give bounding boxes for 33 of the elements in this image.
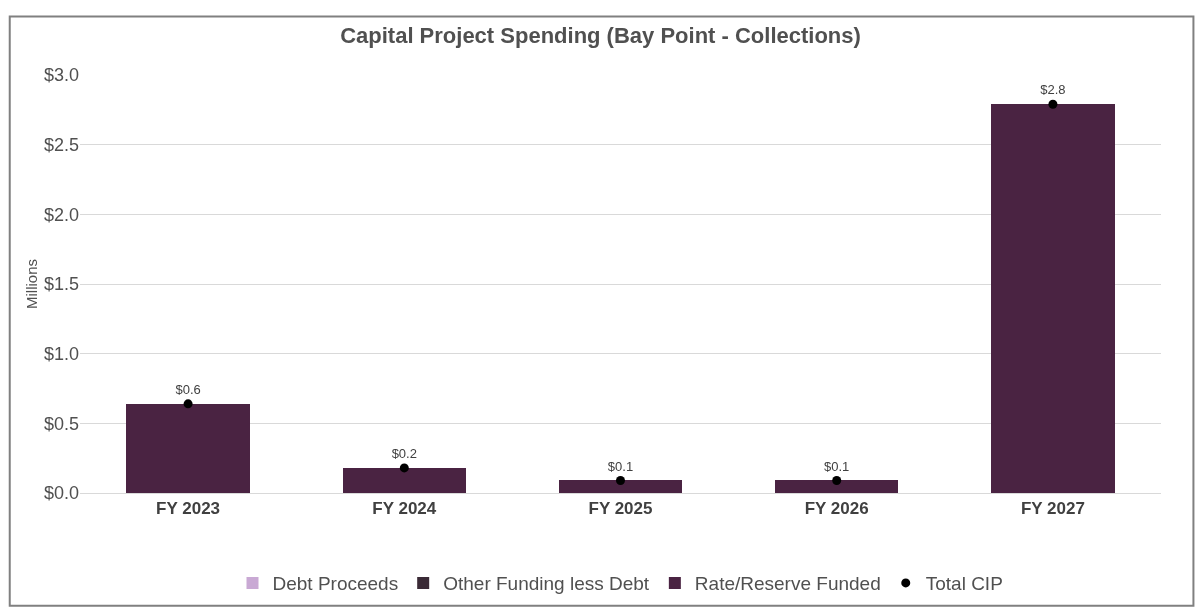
point <box>399 463 409 473</box>
x-tick-label: FY 2024 <box>372 499 437 519</box>
y-tick-label: $2.0 <box>43 204 79 225</box>
y-tick-label: $1.5 <box>43 274 79 295</box>
point <box>1048 99 1058 109</box>
data-label: $2.8 <box>1040 82 1066 98</box>
legend-label: Total CIP <box>925 573 1003 595</box>
legend-label: Rate/Reserve Funded <box>694 573 881 595</box>
data-label: $0.1 <box>824 458 850 474</box>
y-tick-label: $0.0 <box>43 483 79 504</box>
point <box>832 475 842 485</box>
x-tick-label: FY 2027 <box>1020 499 1085 519</box>
y-tick-label: $3.0 <box>43 65 79 86</box>
chart-title: Capital Project Spending (Bay Point - Collections) <box>340 23 861 49</box>
bar <box>126 403 250 493</box>
point <box>616 475 625 485</box>
bar <box>775 480 899 493</box>
data-label: $0.6 <box>175 381 201 397</box>
data-label: $0.1 <box>607 458 634 474</box>
legend-label: Debt Proceeds <box>272 573 399 595</box>
legend-label: Other Funding less Debt <box>443 573 650 595</box>
y-tick-label: $2.5 <box>43 134 79 155</box>
bar <box>558 480 683 493</box>
data-label: $0.2 <box>391 446 417 462</box>
bar <box>991 104 1115 493</box>
point <box>183 399 193 409</box>
y-axis-title: Millions <box>23 258 41 310</box>
x-tick-label: FY 2025 <box>588 499 653 519</box>
x-tick-label: FY 2023 <box>156 499 221 519</box>
y-tick-label: $1.0 <box>43 343 79 364</box>
x-tick-label: FY 2026 <box>804 499 869 519</box>
bar <box>342 467 466 493</box>
y-tick-label: $0.5 <box>43 413 79 434</box>
